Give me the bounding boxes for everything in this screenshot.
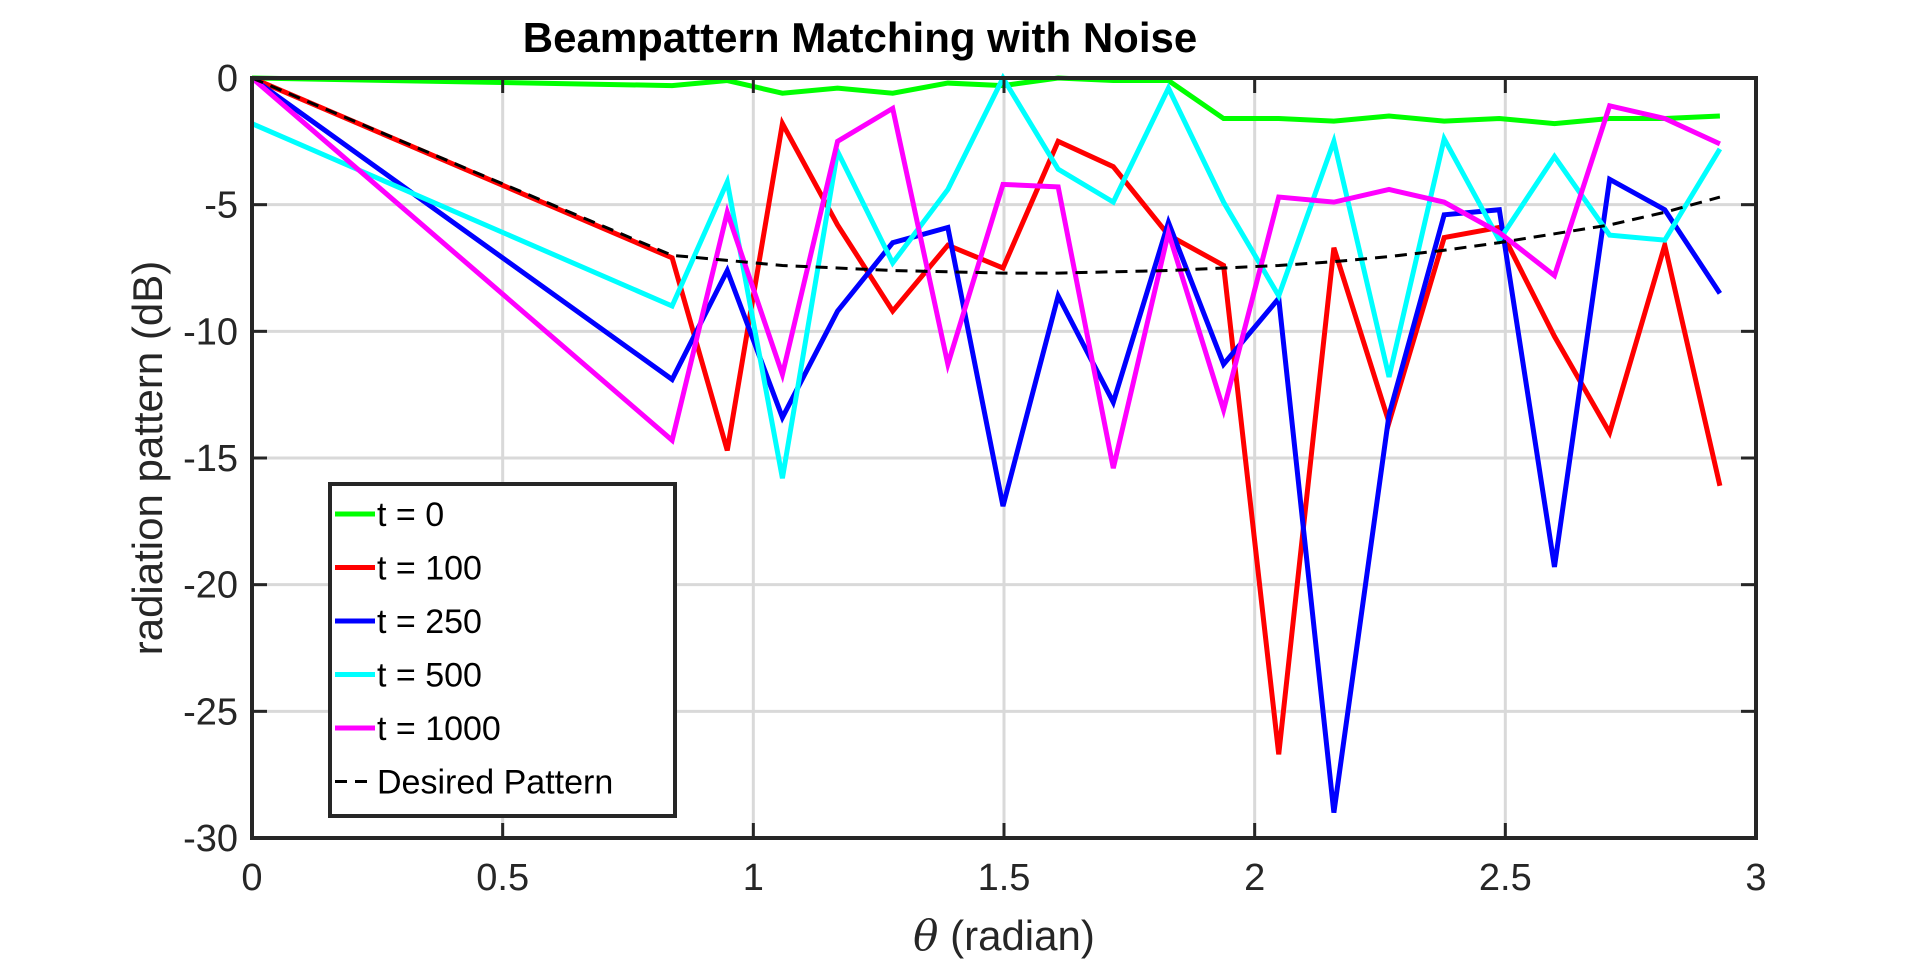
series-line-0 xyxy=(251,75,1721,127)
x-tick-label: 2 xyxy=(1244,857,1265,899)
x-tick-label: 1 xyxy=(743,857,764,899)
legend-box xyxy=(328,482,677,818)
legend-label-5: Desired Pattern xyxy=(377,764,613,802)
y-tick-label: -5 xyxy=(204,185,238,227)
x-tick-label: 0 xyxy=(241,857,262,899)
x-tick-labels: 0 0.5 1 1.5 2 2.5 3 xyxy=(241,857,1766,899)
legend-label-0: t = 0 xyxy=(377,496,444,534)
plot-series xyxy=(250,72,1723,814)
y-tick-labels: 0 -5 -10 -15 -20 -25 -30 xyxy=(183,58,238,860)
series-line-4 xyxy=(250,76,1721,469)
series-line-5 xyxy=(251,76,1721,275)
x-tick-label: 1.5 xyxy=(978,857,1031,899)
x-tick-label: 2.5 xyxy=(1479,857,1532,899)
axis-ticks xyxy=(250,76,1758,840)
x-axis-label: θ (radian) xyxy=(913,911,1095,960)
x-tick-label: 0.5 xyxy=(476,857,529,899)
legend: t = 0 t = 100 t = 250 t = 500 t = 1000 Desire… xyxy=(328,482,677,818)
legend-label-2: t = 250 xyxy=(377,603,482,641)
series-line-3 xyxy=(251,72,1723,479)
x-axis-text: (radian) xyxy=(938,912,1094,959)
legend-label-3: t = 500 xyxy=(377,657,482,695)
y-tick-label: -20 xyxy=(183,565,238,607)
x-tick-label: 3 xyxy=(1745,857,1766,899)
legend-label-4: t = 1000 xyxy=(377,710,501,748)
y-tick-label: -15 xyxy=(183,438,238,480)
chart-title: Beampattern Matching with Noise xyxy=(523,14,1197,61)
y-tick-label: -25 xyxy=(183,691,238,733)
y-tick-label: 0 xyxy=(217,58,238,100)
y-tick-label: -10 xyxy=(183,311,238,353)
legend-label-1: t = 100 xyxy=(377,550,482,588)
y-axis-label: radiation pattern (dB) xyxy=(124,261,171,656)
x-axis-symbol: θ xyxy=(913,911,938,960)
y-tick-label: -30 xyxy=(183,818,238,860)
